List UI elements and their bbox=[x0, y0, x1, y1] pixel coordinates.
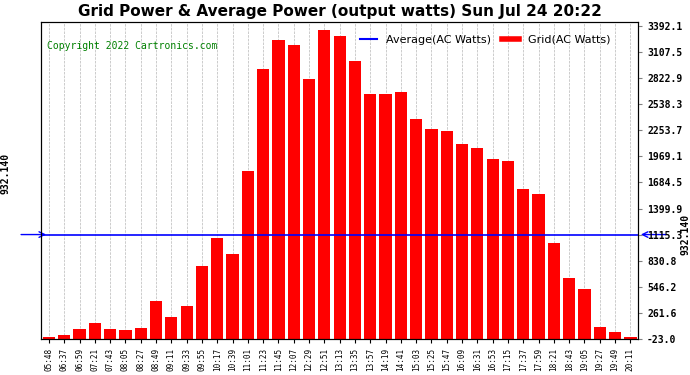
Bar bbox=[518, 189, 529, 339]
Bar bbox=[288, 45, 300, 339]
Bar bbox=[471, 148, 484, 339]
Bar bbox=[196, 266, 208, 339]
Bar bbox=[425, 129, 437, 339]
Bar bbox=[624, 337, 636, 339]
Bar bbox=[273, 40, 284, 339]
Bar bbox=[486, 159, 499, 339]
Bar bbox=[43, 337, 55, 339]
Bar bbox=[241, 171, 254, 339]
Bar bbox=[257, 69, 269, 339]
Bar bbox=[211, 238, 224, 339]
Bar bbox=[548, 243, 560, 339]
Bar bbox=[104, 329, 116, 339]
Bar bbox=[73, 329, 86, 339]
Bar bbox=[89, 323, 101, 339]
Bar bbox=[364, 93, 376, 339]
Bar bbox=[502, 161, 514, 339]
Bar bbox=[441, 131, 453, 339]
Bar bbox=[333, 36, 346, 339]
Title: Grid Power & Average Power (output watts) Sun Jul 24 20:22: Grid Power & Average Power (output watts… bbox=[78, 4, 602, 19]
Bar bbox=[609, 332, 621, 339]
Text: 932.140: 932.140 bbox=[681, 214, 690, 255]
Bar bbox=[150, 302, 162, 339]
Bar bbox=[593, 327, 606, 339]
Bar bbox=[318, 30, 331, 339]
Bar bbox=[533, 194, 544, 339]
Bar bbox=[456, 144, 469, 339]
Bar bbox=[349, 61, 361, 339]
Bar bbox=[165, 316, 177, 339]
Bar bbox=[380, 94, 392, 339]
Bar bbox=[410, 119, 422, 339]
Bar bbox=[578, 289, 591, 339]
Bar bbox=[119, 330, 132, 339]
Bar bbox=[226, 254, 239, 339]
Text: 932.140: 932.140 bbox=[1, 153, 10, 194]
Bar bbox=[181, 306, 193, 339]
Legend: Average(AC Watts), Grid(AC Watts): Average(AC Watts), Grid(AC Watts) bbox=[356, 30, 615, 50]
Bar bbox=[135, 327, 147, 339]
Bar bbox=[58, 335, 70, 339]
Bar bbox=[395, 92, 407, 339]
Text: Copyright 2022 Cartronics.com: Copyright 2022 Cartronics.com bbox=[47, 41, 217, 51]
Bar bbox=[303, 79, 315, 339]
Bar bbox=[563, 278, 575, 339]
